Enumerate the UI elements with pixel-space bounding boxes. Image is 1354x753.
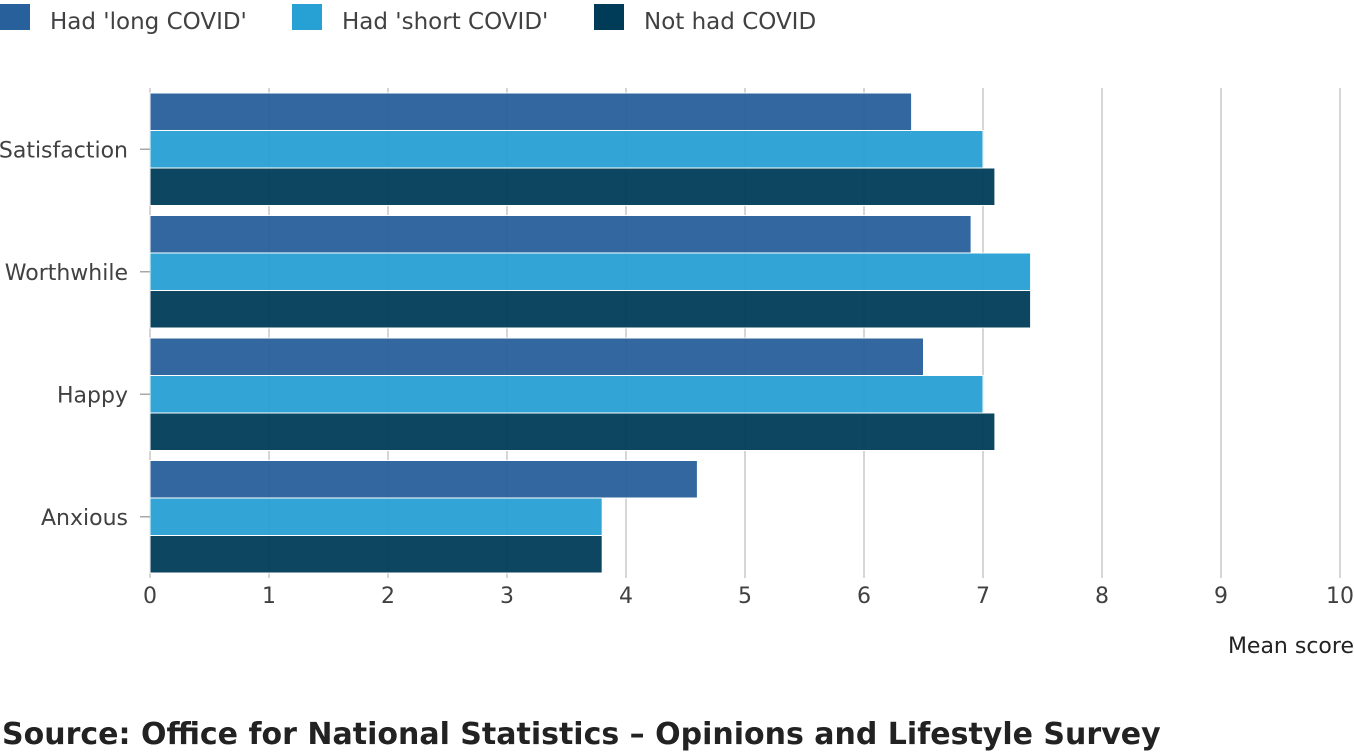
x-tick-label: 1 <box>262 584 276 609</box>
legend-swatch <box>292 4 322 30</box>
legend: Had 'long COVID' Had 'short COVID' Not had… <box>0 4 816 35</box>
x-tick-label: 5 <box>738 584 752 609</box>
bar <box>149 460 698 499</box>
bar <box>149 375 984 414</box>
bar <box>149 215 972 254</box>
x-tick-label: 0 <box>143 584 157 609</box>
y-tick-label: Worthwhile <box>5 261 128 286</box>
bar <box>149 337 924 376</box>
x-tick-label: 8 <box>1095 584 1109 609</box>
bar <box>149 252 1032 291</box>
y-tick-label: Happy <box>57 383 128 408</box>
legend-label: Had 'long COVID' <box>50 9 247 35</box>
bar <box>149 130 984 169</box>
bar <box>149 290 1032 329</box>
source-note: Source: Office for National Statistics –… <box>2 717 1161 752</box>
legend-swatch <box>594 4 624 30</box>
x-tick-label: 10 <box>1326 584 1354 609</box>
y-tick-label: Satisfaction <box>0 138 128 163</box>
x-tick-label: 9 <box>1214 584 1228 609</box>
x-tick-label: 6 <box>857 584 871 609</box>
x-tick-label: 2 <box>381 584 395 609</box>
legend-swatch <box>0 4 30 30</box>
bar <box>149 535 603 574</box>
x-axis: 0 1 2 3 4 5 6 7 8 9 10 <box>143 584 1354 609</box>
legend-label: Not had COVID <box>644 9 816 35</box>
x-axis-title: Mean score <box>1228 634 1354 659</box>
x-tick-label: 4 <box>619 584 633 609</box>
x-tick-label: 7 <box>976 584 990 609</box>
legend-label: Had 'short COVID' <box>342 9 548 35</box>
y-tick-label: Anxious <box>41 506 128 531</box>
bar <box>149 167 996 206</box>
y-axis: Satisfaction Worthwhile Happy Anxious <box>0 138 150 531</box>
bar <box>149 92 913 131</box>
x-tick-label: 3 <box>500 584 514 609</box>
bar <box>149 497 603 536</box>
bars <box>149 92 1032 574</box>
bar <box>149 412 996 451</box>
